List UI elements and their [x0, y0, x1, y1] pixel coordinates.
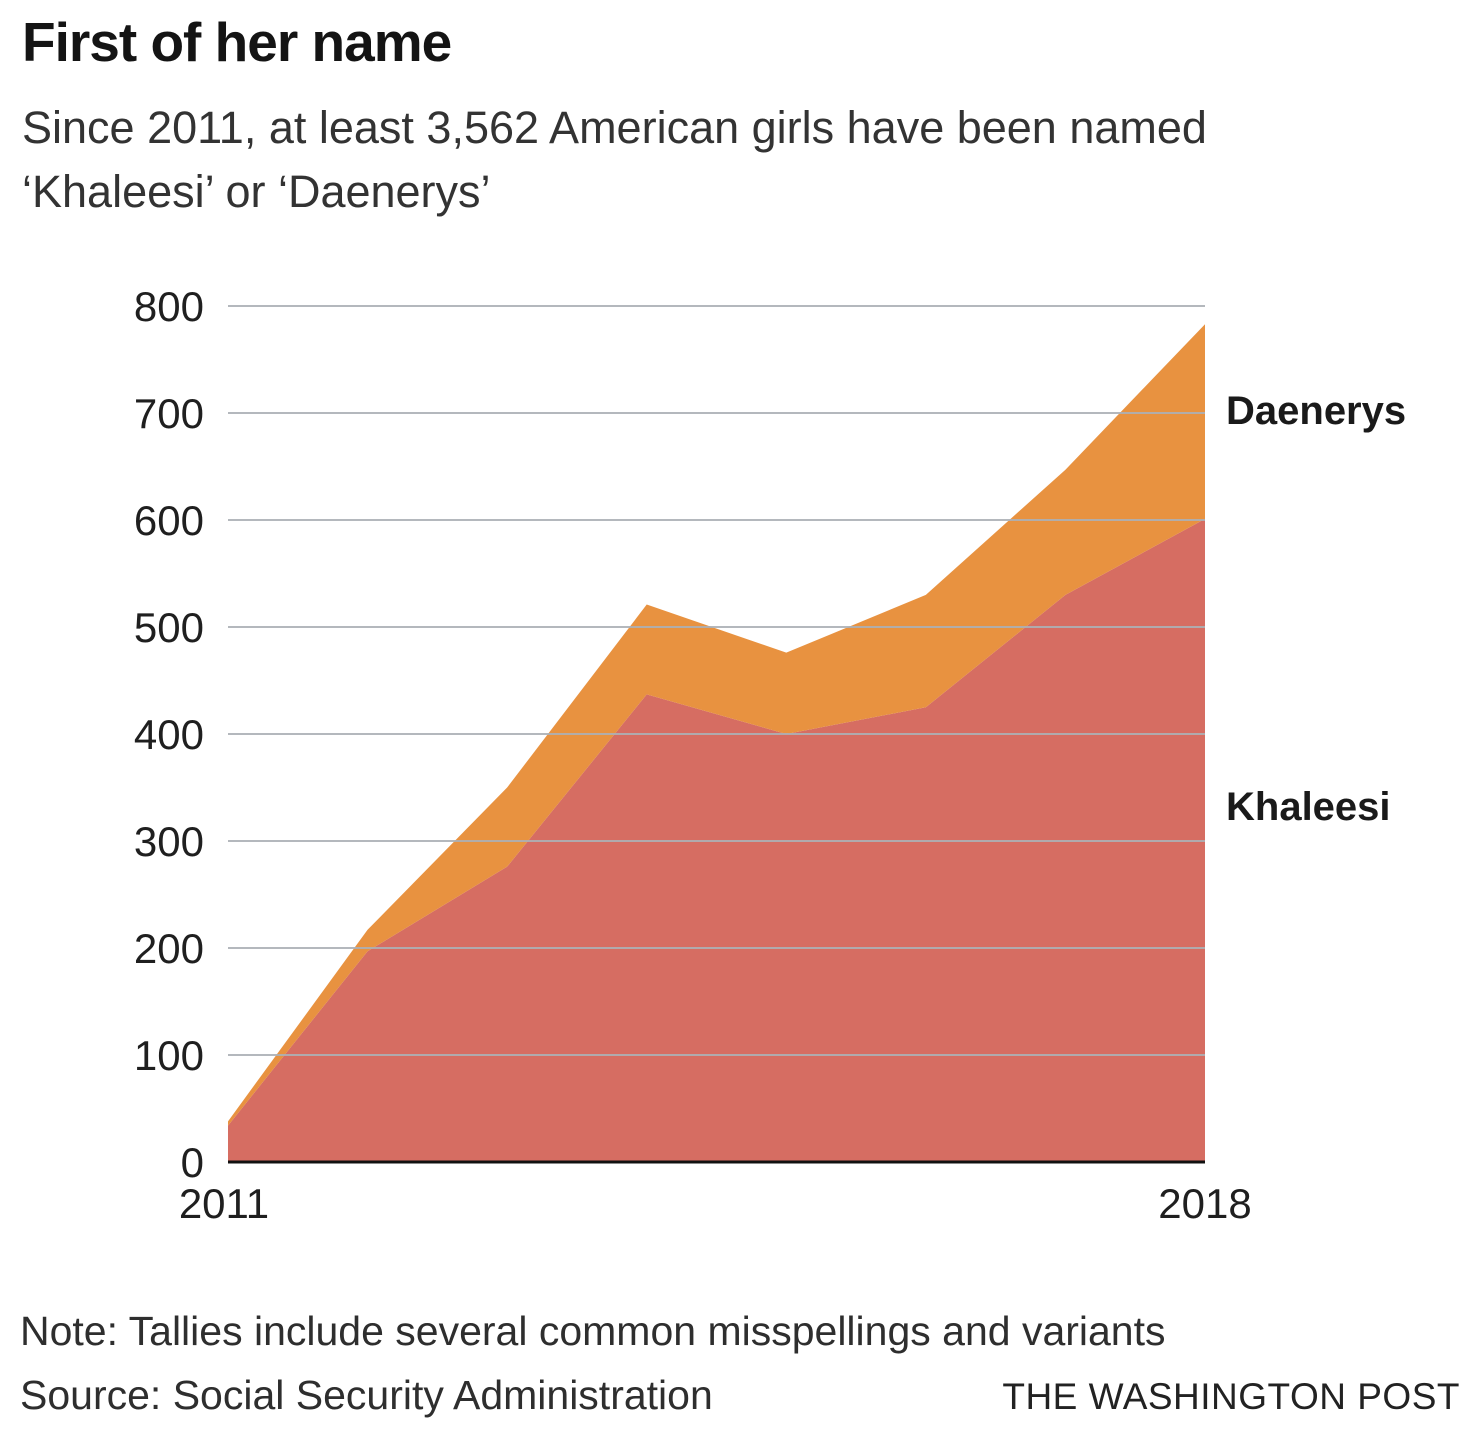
series-label-daenerys: Daenerys	[1226, 389, 1407, 433]
series-label-khaleesi: Khaleesi	[1226, 785, 1391, 829]
y-tick-label-600: 600	[134, 497, 204, 544]
y-tick-label-500: 500	[134, 604, 204, 651]
y-tick-label-400: 400	[134, 711, 204, 758]
chart-source: Source: Social Security Administration	[20, 1372, 713, 1418]
y-tick-label-300: 300	[134, 818, 204, 865]
source-row: Source: Social Security Administration T…	[20, 1372, 1460, 1419]
publisher-credit: THE WASHINGTON POST	[1002, 1376, 1460, 1417]
y-tick-label-800: 800	[134, 283, 204, 330]
y-tick-label-700: 700	[134, 390, 204, 437]
x-tick-label-2011: 2011	[179, 1180, 269, 1227]
x-tick-label-2018: 2018	[1158, 1180, 1251, 1227]
page-title: First of her name	[22, 11, 452, 73]
y-tick-label-100: 100	[134, 1032, 204, 1079]
chart-subtitle: Since 2011, at least 3,562 American girl…	[22, 102, 1207, 217]
y-tick-label-200: 200	[134, 925, 204, 972]
chart-note: Note: Tallies include several common mis…	[20, 1308, 1166, 1354]
y-tick-label-0: 0	[181, 1139, 204, 1186]
